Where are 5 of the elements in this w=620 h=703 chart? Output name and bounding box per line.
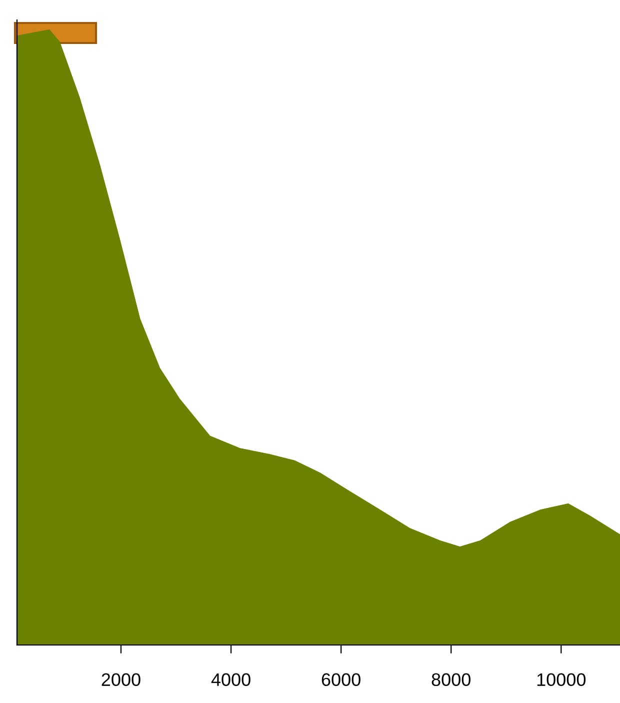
x-tick-label: 6000: [322, 673, 360, 686]
x-tick-label: 8000: [432, 673, 470, 686]
x-tick-label: 4000: [211, 673, 250, 686]
x-tick-label: 2000: [102, 673, 140, 686]
x-tick-label: 10000: [537, 673, 586, 686]
